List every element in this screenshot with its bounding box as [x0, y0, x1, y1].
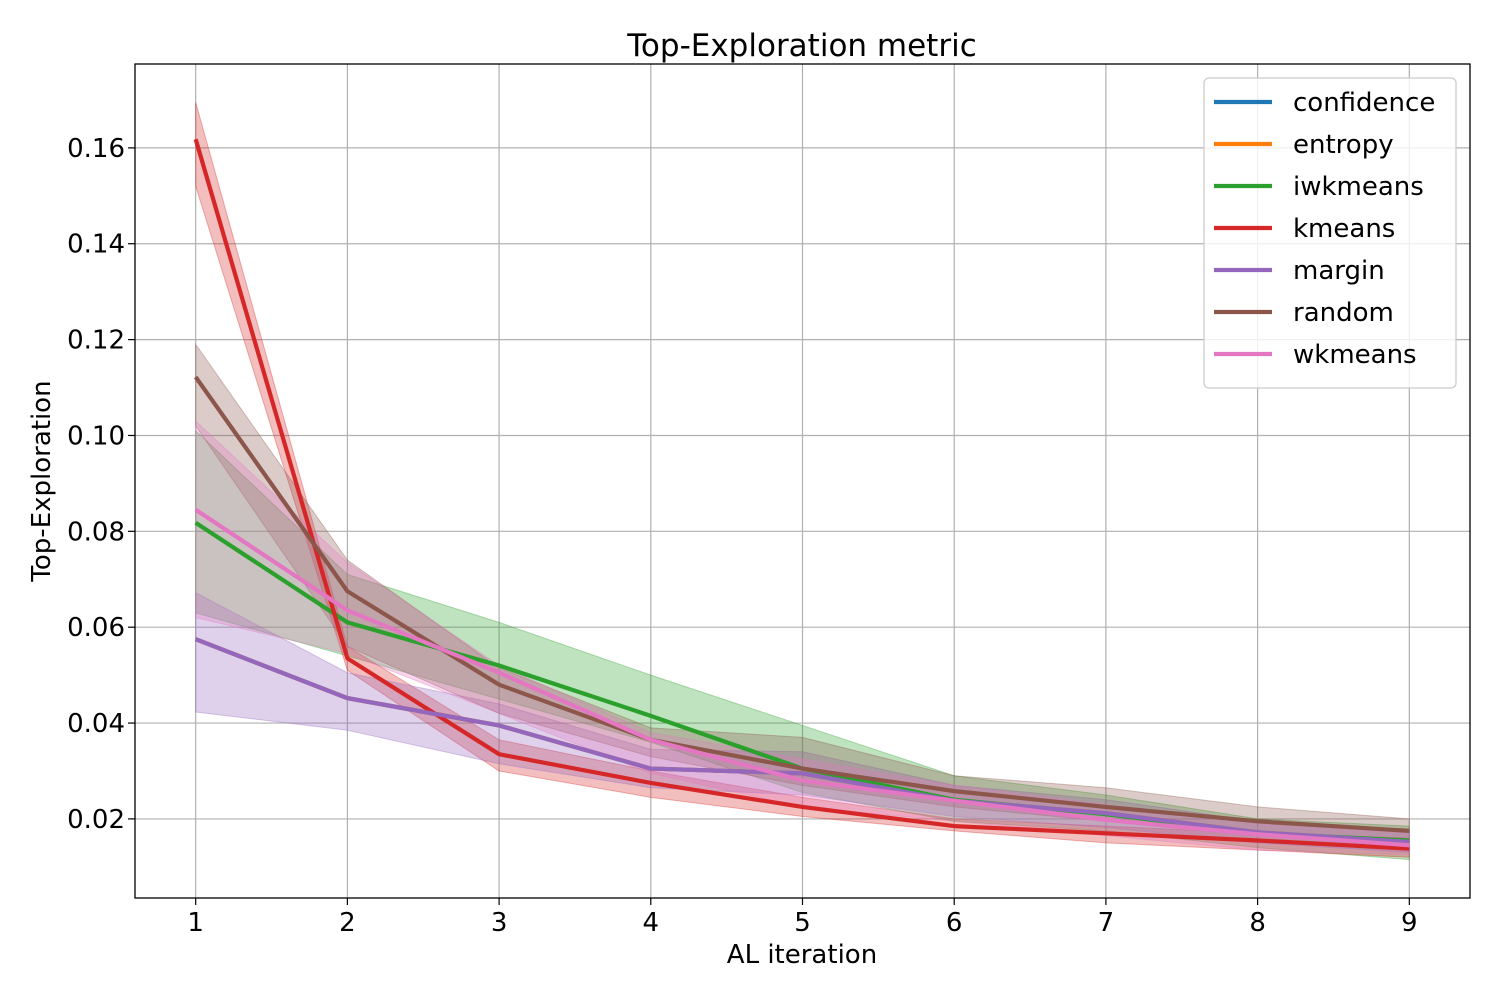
y-axis-label: Top-Exploration [27, 380, 57, 582]
x-tick-label: 5 [794, 908, 811, 938]
legend-label-wkmeans: wkmeans [1293, 340, 1417, 370]
x-tick-label: 2 [339, 908, 356, 938]
legend: confidence entropy iwkmeans kmeans margin ran… [1203, 77, 1457, 389]
y-tick-label: 0.04 [67, 709, 125, 739]
line-margin [194, 637, 1410, 845]
y-tick-label: 0.06 [67, 613, 125, 643]
y-tick-label: 0.10 [67, 421, 125, 451]
legend-label-kmeans: kmeans [1293, 214, 1395, 244]
chart-title: Top-Exploration metric [626, 28, 977, 64]
x-axis-label: AL iteration [727, 940, 877, 970]
y-tick-label: 0.14 [67, 230, 125, 260]
legend-label-iwkmeans: iwkmeans [1293, 172, 1424, 202]
x-tick-label: 8 [1249, 908, 1266, 938]
y-tick-label: 0.02 [67, 805, 125, 835]
line-random [193, 375, 1410, 833]
x-tick-label: 3 [491, 908, 508, 938]
legend-label-random: random [1293, 298, 1394, 328]
band-margin [195, 591, 1410, 853]
x-axis-ticks: 1 2 3 4 5 6 7 8 9 [187, 898, 1418, 938]
y-axis-ticks: 0.02 0.04 0.06 0.08 0.10 0.12 0.14 0.16 [67, 134, 135, 835]
y-tick-label: 0.12 [67, 326, 125, 356]
y-tick-label: 0.08 [67, 517, 125, 547]
legend-label-margin: margin [1293, 256, 1385, 286]
y-tick-label: 0.16 [67, 134, 125, 164]
x-tick-label: 7 [1098, 908, 1115, 938]
series-lines [193, 138, 1410, 851]
x-tick-label: 6 [946, 908, 963, 938]
legend-label-entropy: entropy [1293, 130, 1394, 160]
line-wkmeans [194, 508, 1410, 848]
line-kmeans [193, 138, 1410, 851]
x-tick-label: 4 [643, 908, 660, 938]
band-random [195, 342, 1410, 844]
x-tick-label: 1 [187, 908, 204, 938]
band-kmeans [195, 102, 1410, 858]
legend-label-confidence: confidence [1293, 88, 1435, 118]
x-tick-label: 9 [1401, 908, 1418, 938]
